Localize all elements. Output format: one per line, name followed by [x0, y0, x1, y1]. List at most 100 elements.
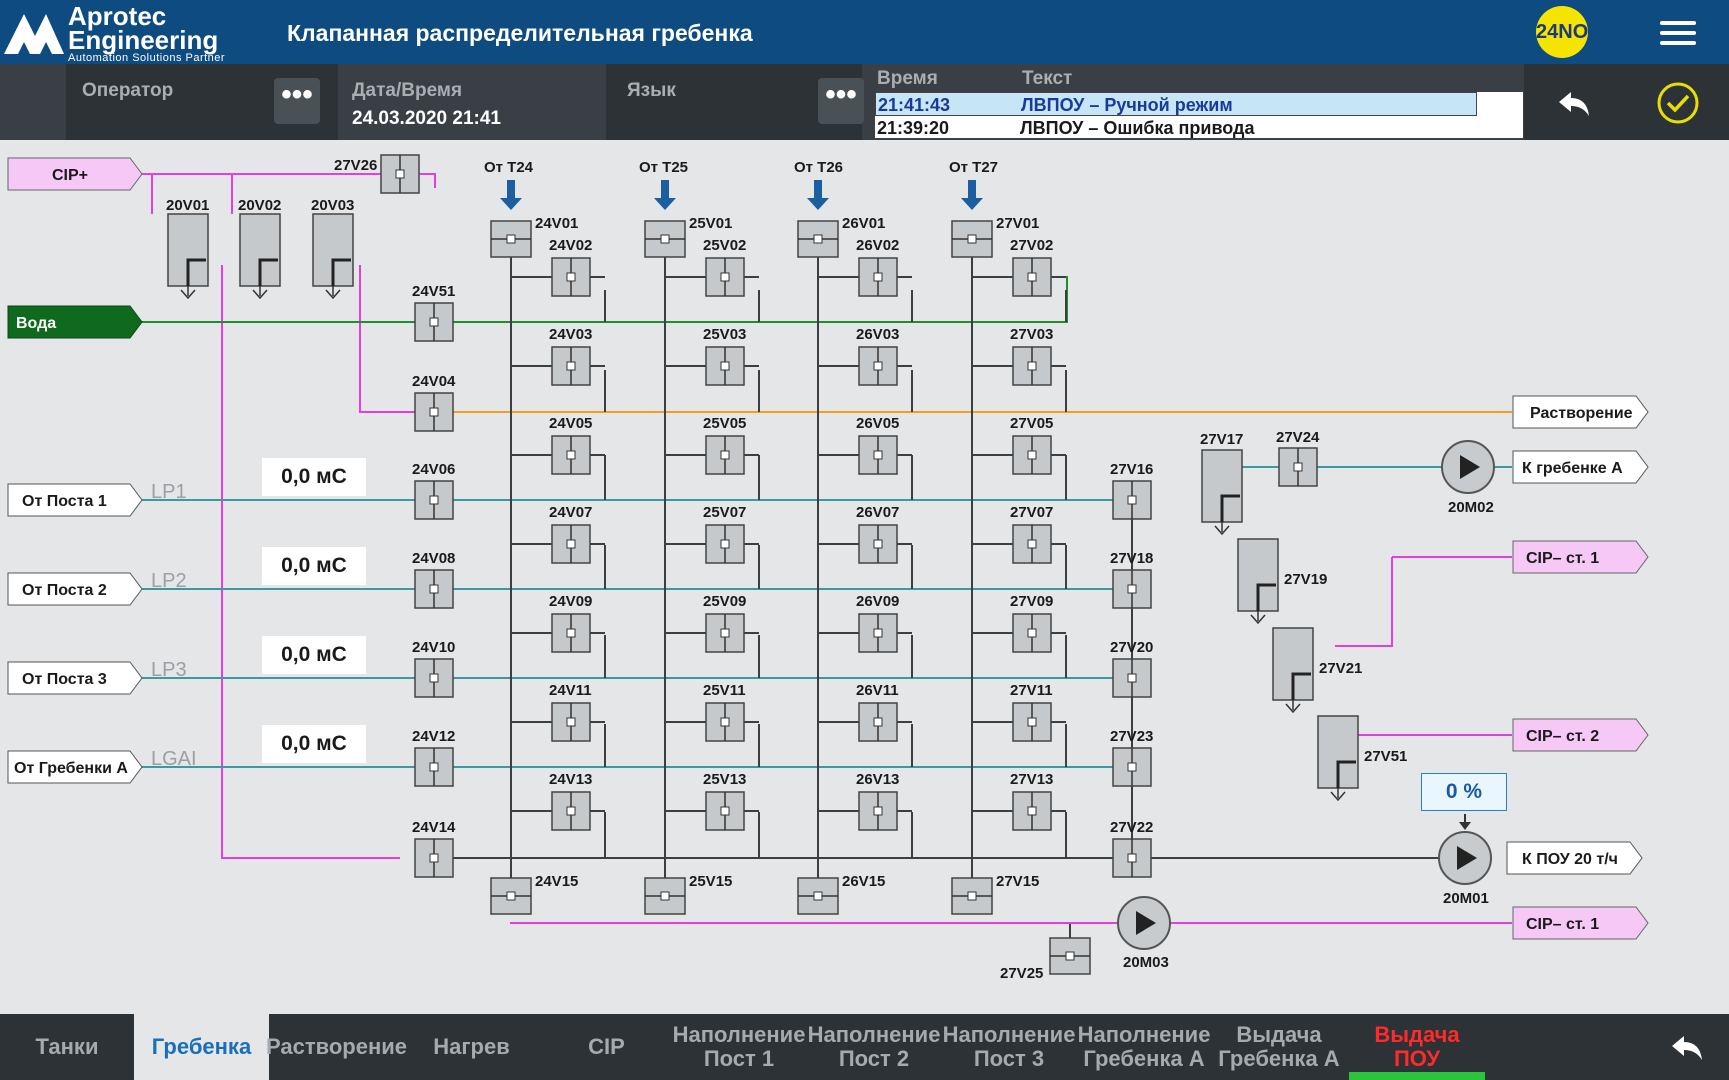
- back-arrow-icon[interactable]: [1668, 1030, 1708, 1066]
- valve-24v15[interactable]: 24V15: [490, 873, 578, 915]
- valve-27v18[interactable]: 27V18: [1110, 550, 1153, 609]
- valve-27v07[interactable]: 27V07: [1010, 504, 1053, 564]
- valve-26v07[interactable]: 26V07: [856, 504, 899, 564]
- pump-20m03[interactable]: 20M03: [1117, 896, 1171, 971]
- valve-26v11[interactable]: 26V11: [856, 682, 899, 742]
- valve-27v13[interactable]: 27V13: [1010, 771, 1053, 831]
- dest-tag-cip-st2[interactable]: CIP– ст. 2: [1512, 718, 1649, 752]
- valve-26v09[interactable]: 26V09: [856, 593, 899, 653]
- tab-manifold[interactable]: Гребенка: [134, 1014, 269, 1080]
- tab-tanks[interactable]: Танки: [35, 1034, 99, 1059]
- valve-27v11[interactable]: 27V11: [1010, 682, 1053, 742]
- valve-20v02[interactable]: 20V02: [238, 197, 281, 300]
- hamburger-menu-button[interactable]: [1660, 16, 1696, 48]
- pump-20m01[interactable]: 20M01: [1438, 831, 1492, 907]
- valve-27v05[interactable]: 27V05: [1010, 415, 1053, 475]
- valve-25v09[interactable]: 25V09: [703, 593, 746, 653]
- dest-tag-dissolving[interactable]: Растворение: [1512, 395, 1649, 429]
- valve-26v01[interactable]: 26V01: [797, 215, 885, 258]
- tab-dissolving[interactable]: Растворение: [265, 1034, 408, 1059]
- valve-24v04[interactable]: 24V04: [412, 373, 456, 432]
- valve-25v03[interactable]: 25V03: [703, 326, 746, 386]
- valve-25v13[interactable]: 25V13: [703, 771, 746, 831]
- valve-24v10[interactable]: 24V10: [412, 639, 455, 698]
- valve-26v03[interactable]: 26V03: [856, 326, 899, 386]
- valve-24v09[interactable]: 24V09: [549, 593, 592, 653]
- source-tag-post-2[interactable]: От Поста 2: [7, 572, 143, 606]
- valve-24v05[interactable]: 24V05: [549, 415, 592, 475]
- valve-24v06[interactable]: 24V06: [412, 461, 455, 520]
- valve-27v20[interactable]: 27V20: [1110, 639, 1153, 698]
- top-bar: [0, 0, 1729, 64]
- valve-24v01[interactable]: 24V01: [490, 215, 578, 258]
- valve-25v01[interactable]: 25V01: [644, 215, 732, 258]
- valve-20v01[interactable]: 20V01: [166, 197, 209, 300]
- valve-26v15[interactable]: 26V15: [797, 873, 885, 915]
- valve-24v13[interactable]: 24V13: [549, 771, 592, 831]
- user-badge[interactable]: 24NO: [1536, 6, 1588, 58]
- valve-24v51[interactable]: 24V51: [412, 283, 455, 342]
- back-arrow-icon[interactable]: [1555, 86, 1595, 122]
- source-tag-cip-plus[interactable]: CIP+: [7, 157, 143, 191]
- alarm-row[interactable]: 21:39:20 ЛВПОУ – Ошибка привода: [875, 116, 1475, 138]
- valve-27v17[interactable]: 27V17: [1200, 431, 1243, 536]
- valve-20v03[interactable]: 20V03: [311, 197, 354, 300]
- valve-24v03[interactable]: 24V03: [549, 326, 592, 386]
- valve-27v09[interactable]: 27V09: [1010, 593, 1053, 653]
- valve-27v03[interactable]: 27V03: [1010, 326, 1053, 386]
- acknowledge-check-icon[interactable]: [1655, 80, 1701, 126]
- valve-27v02[interactable]: 27V02: [1010, 237, 1053, 297]
- tab-fill-manifold-a[interactable]: Наполнение Гребенка А: [1077, 1022, 1211, 1071]
- tab-fill-post-2[interactable]: Наполнение Пост 2: [807, 1022, 941, 1071]
- valve-25v15[interactable]: 25V15: [644, 873, 732, 915]
- tab-output-pou[interactable]: Выдача ПОУ: [1349, 1014, 1485, 1080]
- valve-24v11[interactable]: 24V11: [549, 682, 592, 742]
- dest-tag-to-pou[interactable]: К ПОУ 20 т/ч: [1506, 841, 1643, 875]
- valve-27v22[interactable]: 27V22: [1110, 819, 1153, 878]
- valve-label: 26V15: [842, 873, 885, 890]
- tab-fill-post-1[interactable]: Наполнение Пост 1: [672, 1022, 806, 1071]
- valve-27v24[interactable]: 27V24: [1276, 429, 1320, 487]
- valve-24v14[interactable]: 24V14: [412, 819, 456, 878]
- aprotec-logo-icon: [4, 14, 64, 54]
- pump-speed-value[interactable]: 0 %: [1421, 773, 1507, 811]
- valve-24v02[interactable]: 24V02: [549, 237, 592, 297]
- tab-output-manifold-a[interactable]: Выдача Гребенка А: [1218, 1022, 1340, 1071]
- valve-label: 25V01: [689, 215, 732, 232]
- valve-26v05[interactable]: 26V05: [856, 415, 899, 475]
- source-tag-post-3[interactable]: От Поста 3: [7, 661, 143, 695]
- valve-25v11[interactable]: 25V11: [703, 682, 746, 742]
- valve-27v16[interactable]: 27V16: [1110, 461, 1153, 520]
- alarm-list[interactable]: 21:41:43 ЛВПОУ – Ручной режим 21:39:20 Л…: [875, 92, 1523, 138]
- valve-27v01[interactable]: 27V01: [951, 215, 1039, 258]
- language-more-button[interactable]: •••: [818, 78, 864, 124]
- valve-26v13[interactable]: 26V13: [856, 771, 899, 831]
- valve-24v07[interactable]: 24V07: [549, 504, 592, 564]
- tab-fill-post-3[interactable]: Наполнение Пост 3: [942, 1022, 1076, 1071]
- valve-27v25[interactable]: 27V25: [1000, 937, 1091, 982]
- dest-tag-to-manifold-a[interactable]: К гребенке А: [1512, 450, 1649, 484]
- source-tag-post-1[interactable]: От Поста 1: [7, 483, 143, 517]
- valve-25v07[interactable]: 25V07: [703, 504, 746, 564]
- dest-tag-cip-st1-a[interactable]: CIP– ст. 1: [1512, 540, 1649, 574]
- valve-24v08[interactable]: 24V08: [412, 550, 455, 609]
- valve-25v05[interactable]: 25V05: [703, 415, 746, 475]
- valve-27v19[interactable]: 27V19: [1237, 538, 1327, 625]
- tab-cip[interactable]: CIP: [588, 1034, 625, 1059]
- operator-more-button[interactable]: •••: [274, 78, 320, 124]
- valve-24v12[interactable]: 24V12: [412, 728, 455, 787]
- tab-heating[interactable]: Нагрев: [433, 1034, 510, 1059]
- source-tag-water[interactable]: Вода: [7, 305, 143, 339]
- valve-27v26[interactable]: 27V26: [334, 154, 420, 194]
- valve-27v21[interactable]: 27V21: [1272, 627, 1362, 714]
- valve-27v15[interactable]: 27V15: [951, 873, 1039, 915]
- valve-27v51[interactable]: 27V51: [1317, 715, 1407, 802]
- valve-26v02[interactable]: 26V02: [856, 237, 899, 297]
- dest-tag-cip-st1-b[interactable]: CIP– ст. 1: [1512, 906, 1649, 940]
- alarm-row[interactable]: 21:41:43 ЛВПОУ – Ручной режим: [875, 92, 1477, 116]
- valve-27v23[interactable]: 27V23: [1110, 728, 1153, 787]
- source-tag-manifold-a[interactable]: От Гребенки А: [7, 750, 143, 784]
- pump-20m02[interactable]: 20M02: [1441, 440, 1495, 516]
- dest-tag-label: К гребенке А: [1522, 460, 1623, 477]
- valve-25v02[interactable]: 25V02: [703, 237, 746, 297]
